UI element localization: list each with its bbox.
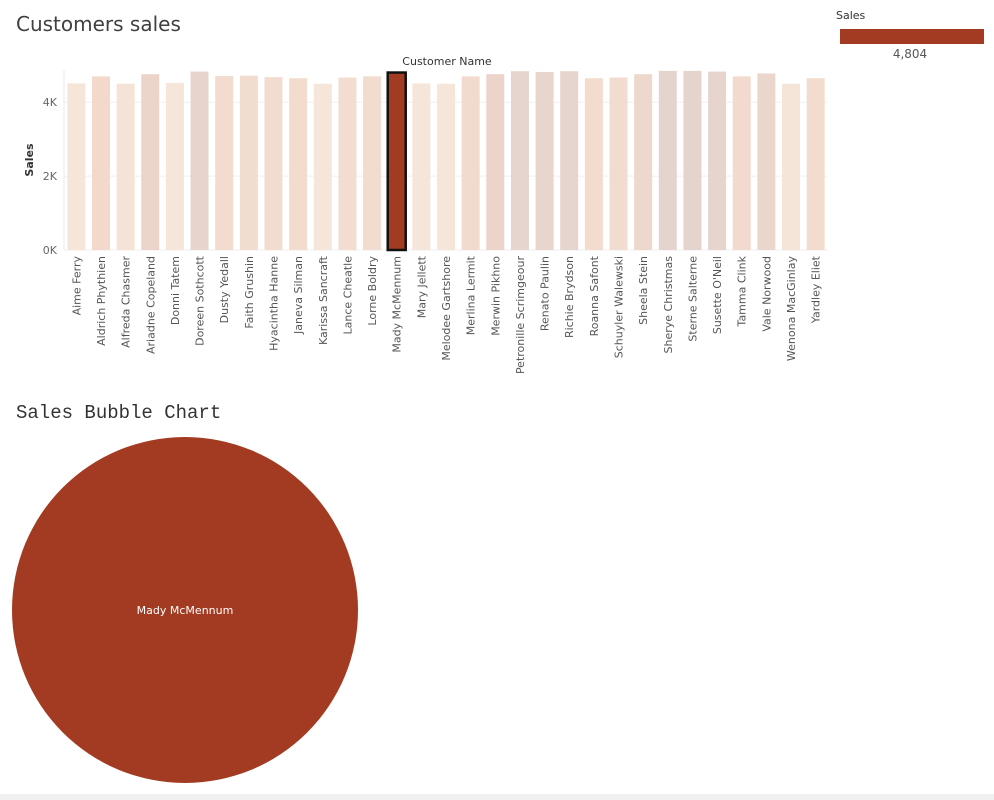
y-axis-ticks: 0K 2K 4K — [43, 96, 58, 257]
bar-karissa-sancraft[interactable] — [313, 83, 332, 250]
x-axis-title: Customer Name — [402, 55, 492, 68]
x-tick-label: Dusty Yedall — [218, 256, 231, 323]
bar-merlina-lermit[interactable] — [461, 76, 480, 250]
bar-hyacintha-hanne[interactable] — [264, 77, 283, 251]
bar-yardley-eliet[interactable] — [806, 78, 825, 250]
bar-vale-norwood[interactable] — [757, 73, 776, 251]
bar-aldrich-phythien[interactable] — [91, 76, 110, 250]
bar-aime-ferry[interactable] — [67, 83, 86, 250]
customers-sales-bar-chart: Customer Name Sales 0K 2K 4K Aime Ferry Ald… — [23, 55, 828, 374]
x-tick-label: Mady McMennum — [391, 256, 404, 353]
y-tick-label: 0K — [43, 244, 58, 257]
bar-petronille-scrimgeour[interactable] — [510, 71, 529, 250]
x-tick-label: Yardley Eliet — [810, 255, 823, 324]
bar-sterne-salterne[interactable] — [683, 70, 702, 250]
x-tick-label: Melodee Gartshore — [440, 256, 453, 361]
bar-dusty-yedall[interactable] — [215, 76, 234, 250]
bar-lorne-boldry[interactable] — [363, 76, 382, 250]
x-tick-label: Richie Brydson — [563, 256, 576, 338]
bar-janeva-silman[interactable] — [289, 78, 308, 250]
bar-melodee-gartshore[interactable] — [437, 83, 455, 250]
x-tick-label: Sterne Salterne — [686, 256, 699, 342]
x-tick-label: Schuyler Walewski — [613, 256, 626, 358]
legend-color-bar[interactable] — [840, 29, 984, 44]
x-tick-label: Mary Jellett — [415, 255, 428, 318]
x-tick-label: Wenona MacGinlay — [785, 256, 798, 362]
bar-doreen-sothcott[interactable] — [190, 71, 209, 250]
bubble-label: Mady McMennum — [137, 604, 234, 617]
bar-lance-cheatle[interactable] — [338, 77, 357, 251]
legend-value: 4,804 — [892, 47, 928, 61]
x-tick-label: Susette O'Neil — [711, 256, 724, 334]
bar-mady-mcmennum[interactable] — [386, 71, 407, 252]
bar-tamma-clink[interactable] — [732, 76, 751, 250]
bar-renato-paulin[interactable] — [535, 71, 554, 250]
x-tick-label: Aldrich Phythien — [95, 256, 108, 346]
x-tick-label: Hyacintha Hanne — [267, 256, 280, 351]
bar-faith-grushin[interactable] — [239, 75, 258, 250]
bar-sheela-stein[interactable] — [634, 74, 653, 251]
bar-richie-brydson[interactable] — [560, 71, 579, 250]
x-tick-label: Vale Norwood — [760, 256, 773, 332]
x-tick-label: Lance Cheatle — [341, 256, 354, 335]
bar-merwin-pikhno[interactable] — [486, 74, 505, 251]
bar-ariadne-copeland[interactable] — [141, 74, 160, 251]
x-tick-label: Lorne Boldry — [366, 256, 379, 326]
x-tick-label: Petronille Scrimgeour — [514, 256, 527, 375]
bar-sherye-christmas[interactable] — [658, 70, 677, 250]
x-axis-ticks: Aime Ferry Aldrich Phythien Alfreda Chasme… — [70, 255, 822, 374]
bubble-chart-title: Sales Bubble Chart — [16, 402, 222, 424]
legend-title: Sales — [836, 9, 866, 22]
bars — [67, 70, 825, 252]
x-tick-label: Donni Tatem — [169, 256, 182, 325]
customers-sales-title: Customers sales — [16, 12, 181, 36]
y-tick-label: 4K — [43, 96, 58, 109]
bubble-mady-mcmennum[interactable] — [12, 437, 358, 783]
x-tick-label: Sherye Christmas — [662, 256, 675, 354]
x-tick-label: Alfreda Chasmer — [120, 256, 133, 348]
x-tick-label: Merlina Lermit — [465, 255, 478, 335]
x-tick-label: Merwin Pikhno — [489, 256, 502, 336]
x-tick-label: Doreen Sothcott — [194, 255, 207, 346]
bar-susette-o-neil[interactable] — [708, 71, 727, 250]
bar-wenona-macginlay[interactable] — [782, 83, 801, 250]
bar-donni-tatem[interactable] — [165, 83, 184, 250]
bar-alfreda-chasmer[interactable] — [116, 83, 135, 250]
bottom-strip — [0, 794, 994, 800]
bar-roanna-safont[interactable] — [584, 78, 603, 250]
x-tick-label: Janeva Silman — [292, 256, 305, 335]
x-tick-label: Karissa Sancraft — [317, 255, 330, 345]
x-tick-label: Tamma Clink — [736, 255, 749, 327]
x-tick-label: Ariadne Copeland — [144, 256, 157, 354]
x-tick-label: Faith Grushin — [243, 256, 256, 329]
x-tick-label: Roanna Safont — [588, 255, 601, 336]
y-tick-label: 2K — [43, 170, 58, 183]
x-tick-label: Sheela Stein — [637, 256, 650, 325]
bar-schuyler-walewski[interactable] — [609, 77, 628, 251]
x-tick-label: Aime Ferry — [70, 256, 83, 316]
x-tick-label: Renato Paulin — [539, 256, 552, 331]
y-axis-title: Sales — [23, 143, 36, 177]
bar-mary-jellett[interactable] — [412, 83, 431, 250]
